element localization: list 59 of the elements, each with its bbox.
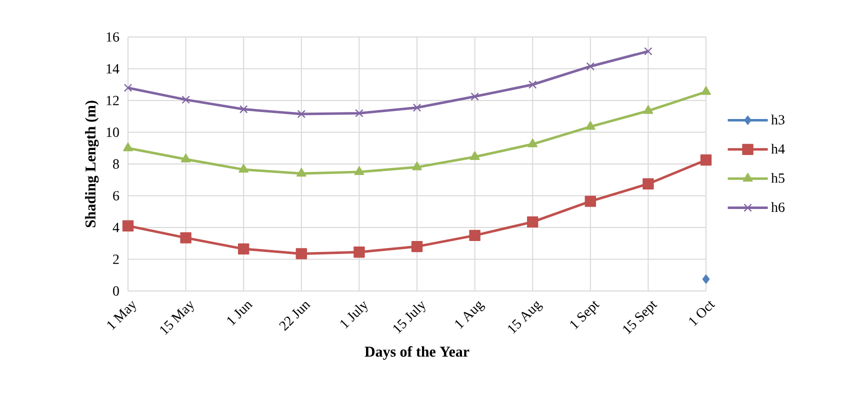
- y-tick-label: 8: [113, 159, 119, 169]
- point: [470, 92, 479, 101]
- point: [180, 232, 192, 244]
- point: [238, 164, 249, 173]
- y-tick-label: 16: [106, 32, 120, 42]
- point: [412, 104, 422, 112]
- point: [412, 162, 422, 170]
- point: [354, 166, 364, 176]
- point: [239, 105, 248, 114]
- point: [182, 96, 190, 104]
- legend-label: h6: [771, 202, 785, 212]
- point: [643, 105, 654, 114]
- point: [701, 86, 711, 95]
- point: [123, 142, 133, 152]
- x-tick-label: 15 Sept: [623, 301, 658, 334]
- point: [469, 230, 480, 242]
- point: [296, 248, 307, 260]
- point: [700, 154, 712, 166]
- point: [528, 138, 538, 148]
- point: [470, 151, 480, 160]
- x-tick-label: 1 Aug: [455, 300, 486, 329]
- point: [355, 109, 364, 118]
- legend-label: h3: [771, 114, 784, 124]
- y-tick-label: 2: [113, 254, 119, 264]
- x-tick-label: 1 May: [107, 300, 136, 330]
- y-tick-label: 4: [112, 222, 120, 232]
- point: [238, 243, 250, 255]
- point: [527, 216, 538, 228]
- x-tick-label: 15 July: [393, 301, 426, 334]
- y-axis-title: Shading Length (m): [85, 100, 99, 228]
- y-tick-label: 10: [106, 128, 119, 137]
- point: [297, 110, 306, 118]
- y-tick-label: 12: [106, 96, 119, 106]
- legend-label: h5: [771, 172, 784, 183]
- point: [411, 240, 423, 252]
- x-tick-label: 15 May: [160, 300, 194, 335]
- point: [642, 178, 654, 190]
- legend-label: h4: [771, 144, 785, 154]
- x-axis-title: Days of the Year: [364, 346, 470, 360]
- x-tick-label: 1 Oct: [689, 301, 716, 326]
- point: [702, 274, 710, 284]
- point: [354, 246, 365, 258]
- point: [644, 47, 652, 56]
- point: [528, 80, 537, 89]
- point: [124, 84, 132, 92]
- point: [296, 168, 306, 177]
- point: [180, 154, 191, 162]
- y-tick-label: 14: [106, 64, 120, 74]
- point: [586, 62, 595, 70]
- x-tick-label: 22 Jun: [279, 302, 311, 331]
- x-tick-label: 1 Jun: [227, 302, 253, 326]
- point: [584, 196, 596, 207]
- point: [585, 121, 596, 130]
- point: [122, 220, 134, 232]
- x-tick-label: 15 Aug: [508, 300, 543, 334]
- y-tick-label: 0: [113, 286, 119, 296]
- x-tick-label: 1 July: [340, 301, 368, 329]
- x-tick-label: 1 Sept: [570, 301, 600, 330]
- y-tick-label: 6: [113, 191, 120, 200]
